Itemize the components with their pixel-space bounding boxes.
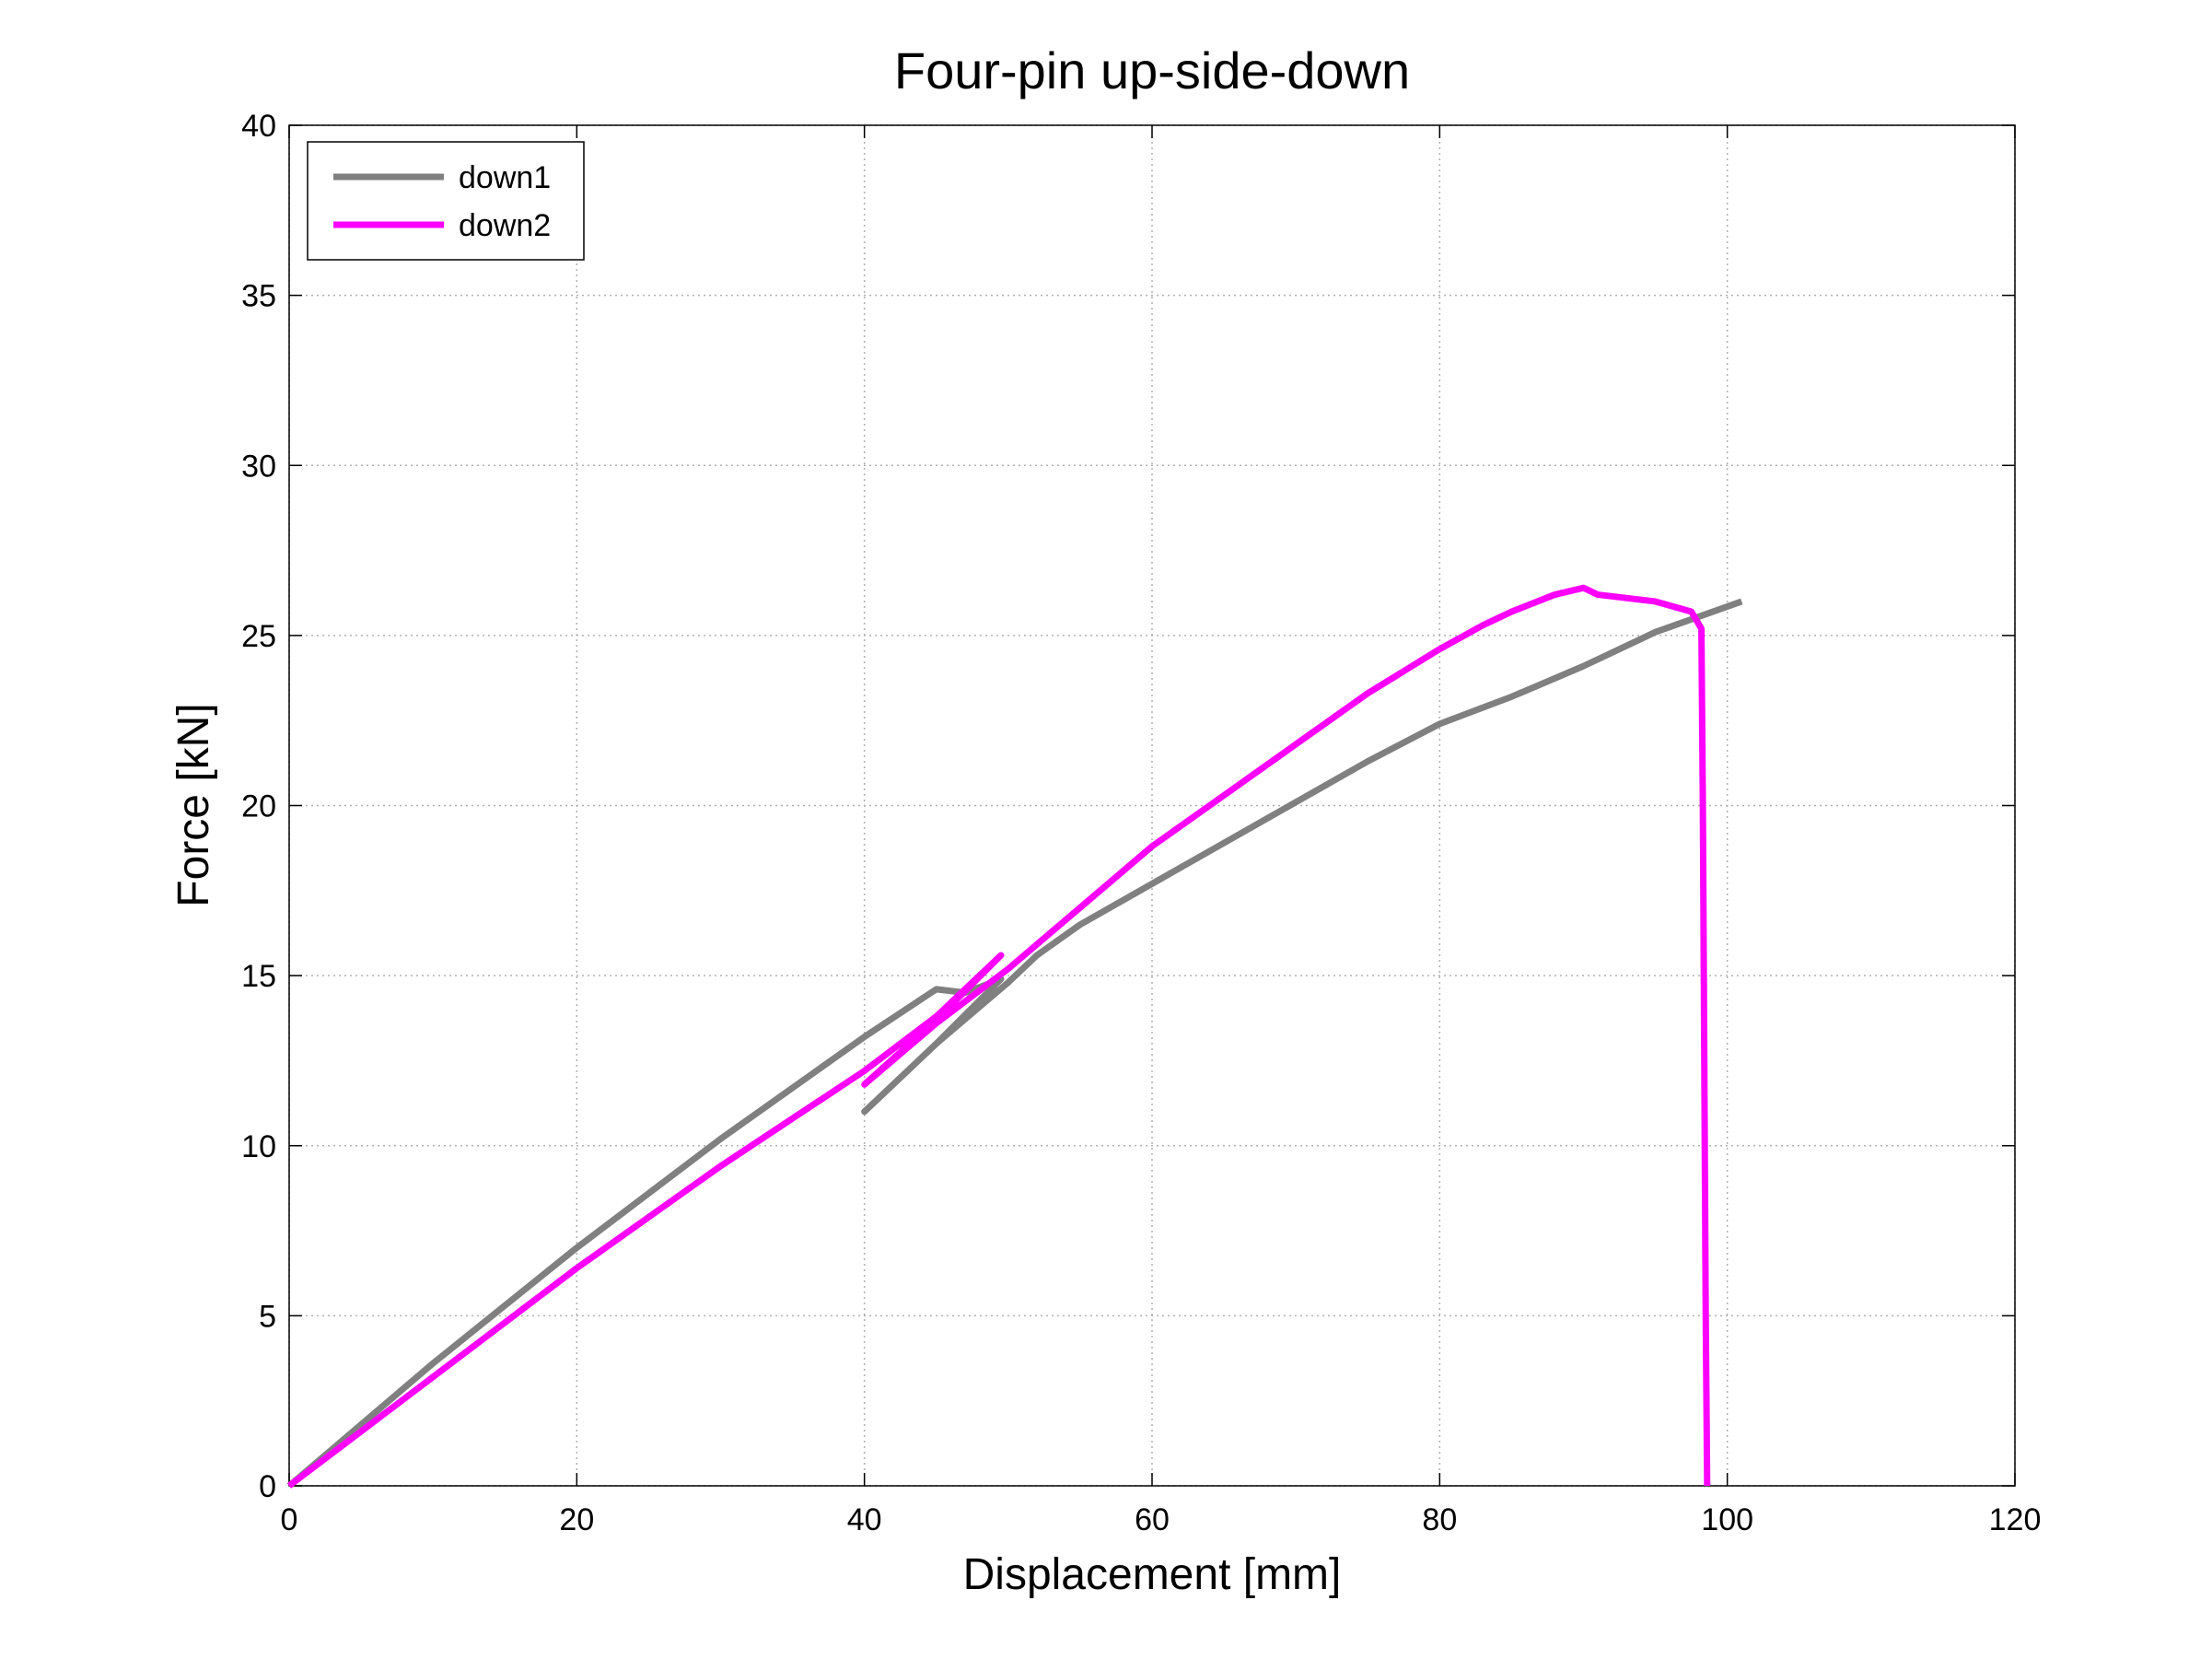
y-tick-label: 35 [241, 279, 276, 314]
y-tick-label: 15 [241, 959, 276, 994]
legend-box [307, 141, 585, 261]
x-tick-label: 40 [847, 1502, 882, 1537]
legend-label: down2 [459, 208, 551, 243]
data-line [286, 598, 1743, 1489]
x-axis-label: Displacement [mm] [963, 1550, 1342, 1599]
x-tick-label: 100 [1701, 1502, 1753, 1537]
y-tick-label: 0 [259, 1469, 276, 1504]
y-axis-label: Force [kN] [169, 703, 218, 906]
x-tick-label: 0 [281, 1502, 298, 1537]
y-tick-label: 10 [241, 1129, 276, 1164]
x-tick-label: 80 [1422, 1502, 1457, 1537]
x-tick-label: 20 [559, 1502, 594, 1537]
y-tick-label: 20 [241, 789, 276, 824]
y-tick-label: 40 [241, 109, 276, 144]
y-tick-label: 30 [241, 449, 276, 484]
x-tick-label: 60 [1135, 1502, 1170, 1537]
plot-frame [288, 124, 2016, 1487]
data-line [286, 584, 1711, 1489]
y-tick-label: 25 [241, 619, 276, 654]
chart-title: Four-pin up-side-down [894, 41, 1410, 99]
x-tick-label: 120 [1989, 1502, 2042, 1537]
y-tick-label: 5 [259, 1299, 276, 1334]
legend-label: down1 [459, 160, 551, 195]
